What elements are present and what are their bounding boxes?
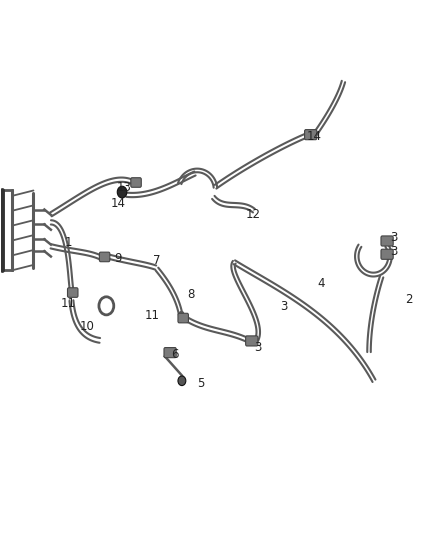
FancyBboxPatch shape <box>67 288 78 297</box>
Text: 14: 14 <box>307 130 321 143</box>
Text: 3: 3 <box>390 231 397 244</box>
FancyBboxPatch shape <box>381 236 393 246</box>
FancyBboxPatch shape <box>304 130 317 140</box>
Text: 9: 9 <box>114 252 121 265</box>
FancyBboxPatch shape <box>99 252 110 262</box>
Text: 3: 3 <box>254 341 262 354</box>
FancyBboxPatch shape <box>178 313 188 323</box>
Text: 11: 11 <box>145 309 160 322</box>
Text: 7: 7 <box>153 254 161 266</box>
Text: 12: 12 <box>246 208 261 221</box>
FancyBboxPatch shape <box>246 336 258 346</box>
Text: 4: 4 <box>318 277 325 290</box>
Text: 5: 5 <box>197 377 205 390</box>
Text: 14: 14 <box>110 197 125 211</box>
Text: 6: 6 <box>171 348 178 361</box>
Text: 13: 13 <box>117 181 131 195</box>
Circle shape <box>117 186 127 198</box>
Text: 11: 11 <box>61 297 76 310</box>
FancyBboxPatch shape <box>381 249 393 260</box>
Text: 1: 1 <box>65 236 72 249</box>
FancyBboxPatch shape <box>164 348 176 358</box>
Text: 2: 2 <box>405 293 413 306</box>
FancyBboxPatch shape <box>131 177 141 187</box>
Text: 8: 8 <box>187 288 194 301</box>
Text: 3: 3 <box>280 300 287 313</box>
Circle shape <box>178 376 186 385</box>
Text: 10: 10 <box>80 320 95 333</box>
Text: 3: 3 <box>390 245 397 258</box>
